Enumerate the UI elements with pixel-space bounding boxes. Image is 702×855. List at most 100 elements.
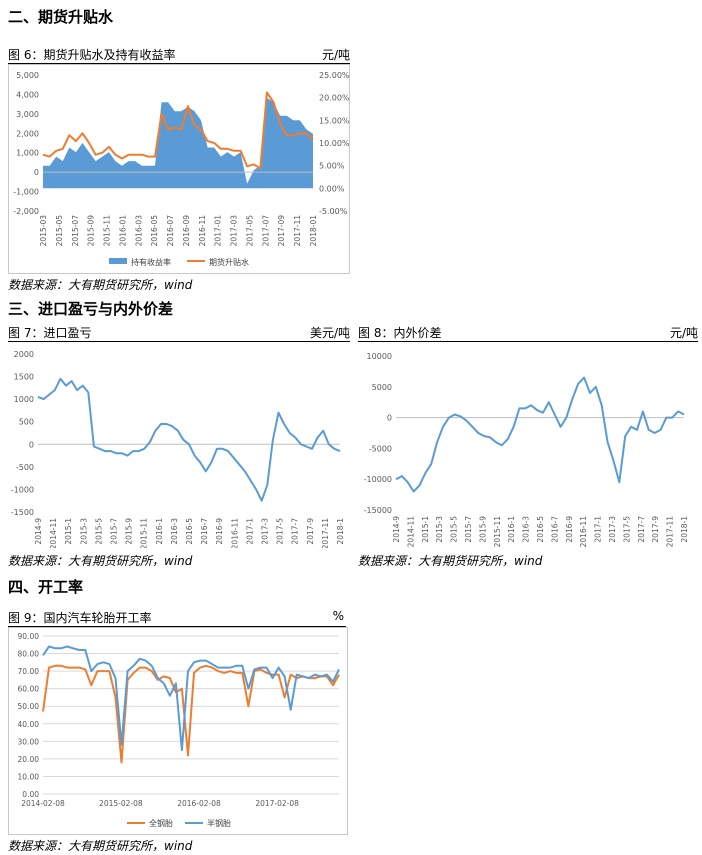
figure-8-area: -15000 -10000 -5000 0 5000 10000 2014-9 2014-11… xyxy=(358,342,698,548)
figure-9-unit: % xyxy=(332,609,344,623)
x-tick-label: 2015-11 xyxy=(493,516,502,548)
figure-6-unit: 元/吨 xyxy=(321,48,350,62)
figure-7-source: 数据来源：大有期货研究所，wind xyxy=(8,554,193,568)
figure-6-rule xyxy=(8,63,350,64)
y-tick-label: 500 xyxy=(19,418,34,427)
y-right-tick-label: 5.00% xyxy=(319,162,345,171)
y-tick-label: -15000 xyxy=(364,506,392,515)
series-line xyxy=(37,377,341,502)
x-tick-label: 2015-11 xyxy=(103,215,112,247)
x-tick-label: 2016-5 xyxy=(536,516,545,543)
x-tick-label: 2014-9 xyxy=(34,518,43,545)
section-heading-futures-basis: 二、期货升贴水 xyxy=(8,8,114,26)
legend-label-all-steel: 全钢胎 xyxy=(149,818,173,828)
y-tick-label: -1000 xyxy=(11,485,34,494)
x-tick-label: 2016-03 xyxy=(134,215,143,247)
figure-7-unit: 美元/吨 xyxy=(309,326,350,340)
legend-label-holding-yield: 持有收益率 xyxy=(131,257,171,267)
x-tick-label: 2014-11 xyxy=(49,518,58,548)
figure-9-source: 数据来源：大有期货研究所，wind xyxy=(8,839,193,853)
x-tick-label: 2017-11 xyxy=(666,516,675,548)
y-right-tick-label: 20.00% xyxy=(319,94,349,103)
figure-9-frame: 0.00 10.00 20.00 30.00 40.00 50.00 60.00 70.00 8… xyxy=(8,627,348,835)
x-tick-label: 2015-5 xyxy=(450,516,459,543)
x-tick-label: 2017-5 xyxy=(622,516,631,543)
x-tick-label: 2017-09 xyxy=(277,215,286,247)
figure-9-title: 图 9：国内汽车轮胎开工率 xyxy=(8,611,152,625)
x-tick-label: 2016-11 xyxy=(230,518,239,548)
figure-6-chart: -2,000 -1,000 0 1,000 2,000 3,000 4,000 5,000 -5… xyxy=(13,71,350,267)
x-tick-label: 2016-01 xyxy=(118,215,127,247)
y-right-tick-label: 0.00% xyxy=(319,184,345,193)
figure-9-rule xyxy=(8,626,346,627)
x-tick-label: 2014-02-08 xyxy=(21,799,65,808)
x-tick-label: 2016-9 xyxy=(565,516,574,543)
x-tick-label: 2016-5 xyxy=(185,518,194,545)
legend-label-basis: 期货升贴水 xyxy=(209,257,249,267)
legend-swatch-holding-yield xyxy=(109,258,127,264)
x-tick-label: 2016-07 xyxy=(166,215,175,247)
x-tick-label: 2014-11 xyxy=(406,516,415,548)
x-tick-label: 2014-9 xyxy=(392,516,401,543)
y-right-tick-label: 15.00% xyxy=(319,116,349,125)
x-tick-label: 2015-3 xyxy=(435,516,444,543)
x-tick-label: 2017-11 xyxy=(293,215,302,247)
x-tick-label: 2018-1 xyxy=(336,518,345,545)
x-tick-label: 2015-03 xyxy=(39,215,48,247)
x-tick-label: 2015-07 xyxy=(71,215,80,247)
y-left-tick-label: -2,000 xyxy=(13,207,39,216)
x-tick-label: 2016-11 xyxy=(579,516,588,548)
y-tick-label: -500 xyxy=(16,463,34,472)
x-tick-label: 2017-07 xyxy=(261,215,270,247)
x-tick-label: 2015-11 xyxy=(140,518,149,548)
y-tick-label: 0.00 xyxy=(22,790,39,799)
x-tick-label: 2017-9 xyxy=(651,516,660,543)
x-tick-label: 2015-7 xyxy=(464,516,473,543)
y-tick-label: 1000 xyxy=(14,395,34,404)
series-line xyxy=(395,376,685,493)
x-tick-label: 2015-09 xyxy=(87,215,96,247)
x-tick-label: 2017-7 xyxy=(637,516,646,543)
figure-8-chart: -15000 -10000 -5000 0 5000 10000 2014-9 2014-11… xyxy=(364,352,689,548)
x-tick-label: 2015-5 xyxy=(94,518,103,545)
figure-9-chart: 0.00 10.00 20.00 30.00 40.00 50.00 60.00 70.00 8… xyxy=(18,632,340,828)
x-tick-label: 2018-1 xyxy=(680,516,689,543)
legend-label-semi-steel: 半钢胎 xyxy=(207,818,231,828)
y-right-tick-label: 10.00% xyxy=(319,139,349,148)
figure-8-source: 数据来源：大有期货研究所，wind xyxy=(358,554,543,568)
series-line xyxy=(42,645,340,752)
series-line-basis xyxy=(42,91,314,170)
y-tick-label: 0 xyxy=(29,440,34,449)
x-tick-label: 2016-11 xyxy=(198,215,207,247)
series-line xyxy=(42,664,340,764)
y-right-tick-label: 25.00% xyxy=(319,71,349,80)
x-tick-label: 2017-03 xyxy=(230,215,239,247)
x-tick-label: 2016-02-08 xyxy=(177,799,221,808)
y-left-tick-label: 5,000 xyxy=(16,71,39,80)
x-tick-label: 2016-1 xyxy=(507,516,516,543)
y-tick-label: 50.00 xyxy=(18,702,40,711)
figure-6-title: 图 6：期货升贴水及持有收益率 xyxy=(8,48,176,62)
y-tick-label: 70.00 xyxy=(18,667,40,676)
section-heading-operating-rate: 四、开工率 xyxy=(8,578,84,596)
section-heading-import-profit: 三、进口盈亏与内外价差 xyxy=(8,300,174,318)
y-left-tick-label: 0 xyxy=(34,168,39,177)
x-tick-label: 2017-02-08 xyxy=(255,799,299,808)
y-tick-label: -1500 xyxy=(11,508,34,517)
y-tick-label: 80.00 xyxy=(18,650,40,659)
y-left-tick-label: 1,000 xyxy=(16,149,39,158)
y-tick-label: 5000 xyxy=(372,383,392,392)
y-left-tick-label: -1,000 xyxy=(13,188,39,197)
y-tick-label: 1500 xyxy=(14,373,34,382)
figure-7-rule xyxy=(8,341,350,342)
x-tick-label: 2015-9 xyxy=(125,518,134,545)
x-tick-label: 2017-9 xyxy=(306,518,315,545)
x-tick-label: 2016-05 xyxy=(150,215,159,247)
x-tick-label: 2015-9 xyxy=(478,516,487,543)
figure-8-unit: 元/吨 xyxy=(669,326,698,340)
x-tick-label: 2017-3 xyxy=(608,516,617,543)
x-tick-label: 2016-3 xyxy=(522,516,531,543)
y-tick-label: 20.00 xyxy=(18,755,40,764)
x-tick-label: 2016-9 xyxy=(215,518,224,545)
x-tick-label: 2015-1 xyxy=(421,516,430,543)
